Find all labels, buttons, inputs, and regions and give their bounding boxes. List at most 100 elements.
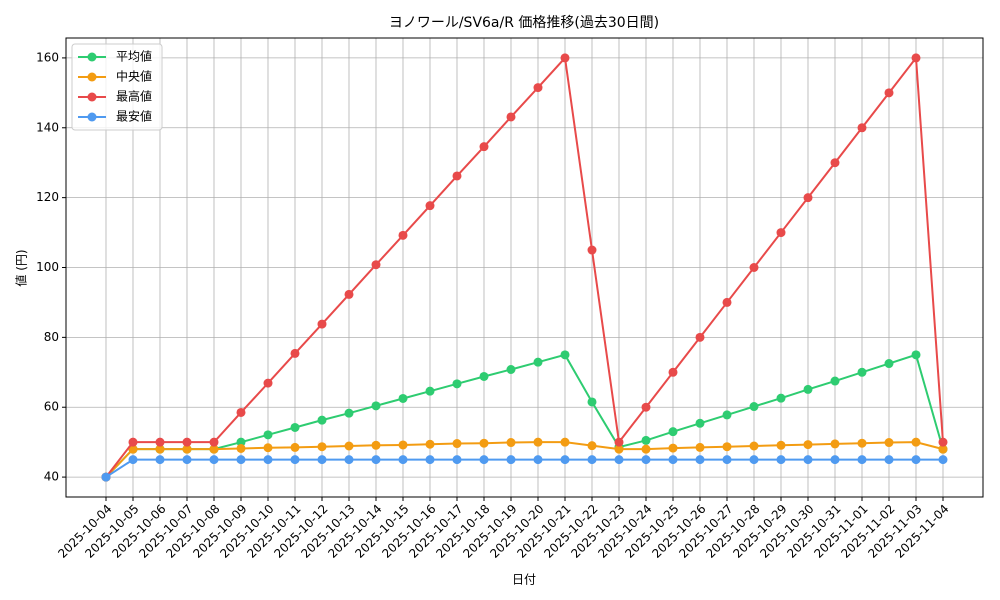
legend-label: 中央値 bbox=[116, 69, 152, 84]
legend-label: 平均値 bbox=[116, 49, 152, 64]
data-point bbox=[479, 455, 489, 465]
legend-marker bbox=[87, 92, 97, 102]
data-point bbox=[263, 430, 273, 440]
data-point bbox=[506, 455, 516, 465]
data-point bbox=[560, 437, 570, 447]
data-point bbox=[938, 455, 948, 465]
data-point bbox=[695, 418, 705, 428]
data-point bbox=[857, 455, 867, 465]
data-point bbox=[803, 384, 813, 394]
data-point bbox=[398, 455, 408, 465]
data-point bbox=[857, 367, 867, 377]
data-point bbox=[425, 386, 435, 396]
data-point bbox=[263, 455, 273, 465]
data-point bbox=[479, 142, 489, 152]
data-point bbox=[749, 455, 759, 465]
data-point bbox=[533, 357, 543, 367]
data-point bbox=[911, 53, 921, 63]
data-point bbox=[587, 441, 597, 451]
plot-frame bbox=[65, 37, 984, 498]
y-tick-label: 140 bbox=[36, 120, 59, 134]
data-point bbox=[479, 371, 489, 381]
data-point bbox=[722, 297, 732, 307]
data-point bbox=[128, 455, 138, 465]
data-point bbox=[290, 348, 300, 358]
legend-marker bbox=[87, 72, 97, 82]
data-point bbox=[236, 455, 246, 465]
data-point bbox=[452, 455, 462, 465]
data-point bbox=[938, 437, 948, 447]
data-point bbox=[317, 319, 327, 329]
data-point bbox=[317, 455, 327, 465]
data-point bbox=[695, 455, 705, 465]
data-point bbox=[749, 402, 759, 412]
data-point bbox=[560, 53, 570, 63]
y-tick-label: 80 bbox=[44, 330, 59, 344]
data-point bbox=[182, 444, 192, 454]
data-point bbox=[560, 455, 570, 465]
data-point bbox=[668, 367, 678, 377]
data-point bbox=[452, 379, 462, 389]
data-point bbox=[425, 439, 435, 449]
y-tick-label: 100 bbox=[36, 260, 59, 274]
y-tick-label: 160 bbox=[36, 50, 59, 64]
data-point bbox=[722, 442, 732, 452]
data-point bbox=[344, 455, 354, 465]
data-point bbox=[938, 444, 948, 454]
chart-title: ヨノワール/SV6a/R 価格推移(過去30日間) bbox=[389, 15, 659, 31]
data-point bbox=[506, 365, 516, 374]
series-line bbox=[105, 55, 944, 478]
data-point bbox=[803, 193, 813, 203]
data-point bbox=[884, 455, 894, 465]
series-line bbox=[105, 441, 944, 478]
data-point bbox=[452, 171, 462, 181]
data-point bbox=[398, 393, 408, 403]
data-point bbox=[290, 422, 300, 432]
data-point bbox=[371, 401, 381, 411]
legend-marker bbox=[87, 112, 97, 122]
data-point bbox=[668, 443, 678, 453]
data-point bbox=[722, 410, 732, 420]
data-point bbox=[128, 444, 138, 454]
data-point bbox=[749, 441, 759, 451]
data-point bbox=[182, 437, 192, 447]
data-point bbox=[506, 438, 516, 448]
data-point bbox=[209, 455, 219, 465]
data-point bbox=[776, 393, 786, 403]
data-point bbox=[155, 437, 165, 447]
data-point bbox=[560, 350, 570, 360]
data-point bbox=[668, 455, 678, 465]
data-point bbox=[344, 408, 354, 418]
data-point bbox=[911, 455, 921, 465]
data-point bbox=[182, 455, 192, 465]
data-point bbox=[884, 88, 894, 98]
data-point bbox=[587, 245, 597, 255]
x-axis-label: 日付 bbox=[512, 573, 536, 587]
data-point bbox=[911, 437, 921, 447]
data-point bbox=[641, 435, 651, 445]
data-point bbox=[533, 455, 543, 465]
y-tick-label: 60 bbox=[44, 400, 59, 414]
data-point bbox=[587, 455, 597, 465]
data-point bbox=[479, 438, 489, 448]
data-point bbox=[506, 112, 516, 122]
data-point bbox=[830, 158, 840, 168]
data-point bbox=[398, 440, 408, 450]
data-point bbox=[344, 289, 354, 299]
data-point bbox=[101, 472, 111, 482]
data-point bbox=[668, 427, 678, 437]
data-point bbox=[830, 439, 840, 449]
legend-marker bbox=[87, 52, 97, 62]
data-point bbox=[587, 397, 597, 407]
data-point bbox=[884, 359, 894, 369]
series-line bbox=[105, 353, 944, 478]
legend-box bbox=[71, 43, 163, 131]
data-point bbox=[344, 441, 354, 451]
data-point bbox=[533, 437, 543, 447]
data-point bbox=[614, 455, 624, 465]
data-point bbox=[695, 442, 705, 452]
data-point bbox=[830, 376, 840, 386]
data-point bbox=[803, 455, 813, 465]
